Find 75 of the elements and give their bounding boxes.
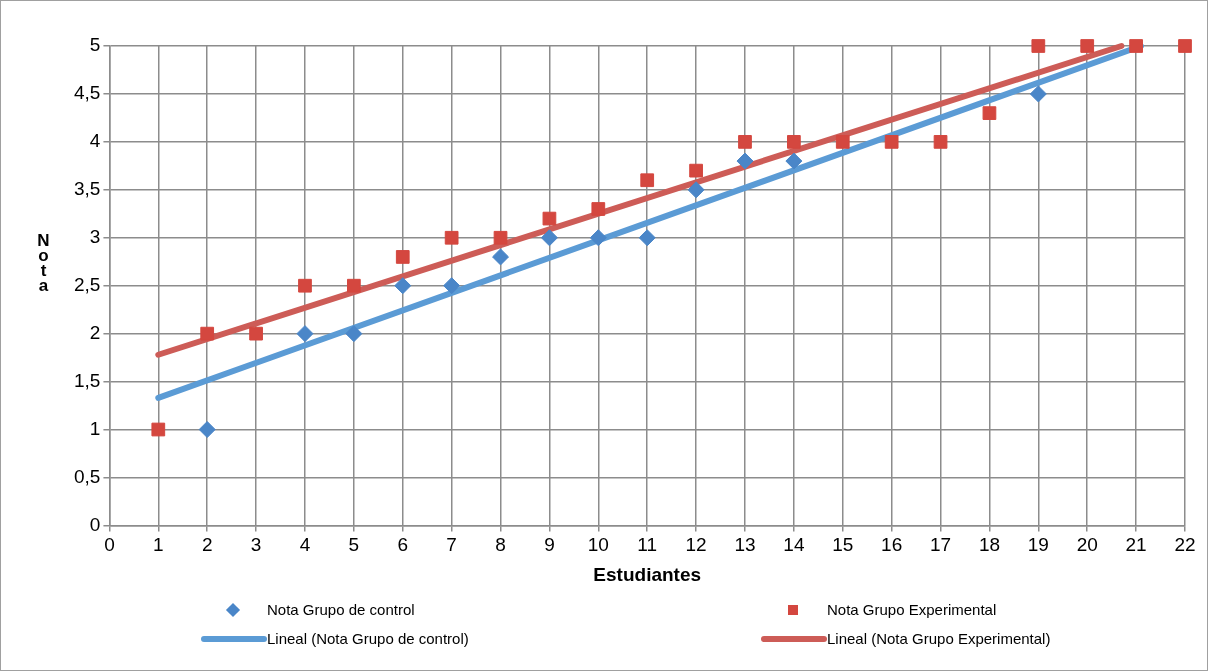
point <box>298 278 312 293</box>
x-tick-label: 15 <box>832 534 854 556</box>
x-tick-label: 0 <box>104 534 115 556</box>
legend-label: Nota Grupo Experimental <box>827 601 997 618</box>
y-axis-title: Nota <box>33 231 53 291</box>
point <box>835 135 850 149</box>
point <box>151 422 166 437</box>
point <box>540 229 558 247</box>
x-tick-label: 9 <box>544 534 555 556</box>
point <box>736 152 754 170</box>
x-axis-title: Estudiantes <box>593 563 702 585</box>
point <box>785 152 803 170</box>
point <box>542 211 557 226</box>
y-tick-label: 0,5 <box>73 465 101 487</box>
point <box>1080 39 1095 53</box>
point <box>444 230 459 245</box>
y-tick-label: 3,5 <box>73 178 101 200</box>
point <box>493 230 508 245</box>
point <box>198 421 216 439</box>
x-tick-label: 20 <box>1076 534 1098 556</box>
point <box>982 106 997 120</box>
point <box>1129 39 1143 53</box>
y-tick-label: 1,5 <box>73 369 101 391</box>
point <box>689 163 703 178</box>
point <box>249 326 263 341</box>
x-tick-label: 2 <box>201 534 213 556</box>
x-tick-label: 4 <box>299 534 311 556</box>
point <box>1031 39 1046 53</box>
x-tick-label: 3 <box>250 534 262 556</box>
y-tick-label: 4,5 <box>73 82 101 104</box>
x-tick-label: 5 <box>348 534 360 556</box>
point <box>296 325 314 343</box>
x-tick-label: 16 <box>881 534 903 556</box>
x-tick-label: 21 <box>1125 534 1147 556</box>
y-tick-label: 5 <box>89 34 101 56</box>
point <box>687 181 705 199</box>
x-tick-label: 13 <box>734 534 756 556</box>
point <box>395 250 410 264</box>
y-tick-label: 2 <box>89 321 101 343</box>
point <box>345 325 363 343</box>
point <box>589 229 607 247</box>
y-tick-label: 3 <box>89 225 101 247</box>
legend-label: Lineal (Nota Grupo Experimental) <box>827 630 1051 647</box>
point <box>591 202 606 216</box>
point <box>933 135 948 149</box>
point <box>1029 85 1047 103</box>
x-tick-label: 17 <box>929 534 952 556</box>
x-tick-label: 7 <box>446 534 457 556</box>
x-tick-label: 6 <box>397 534 409 556</box>
point <box>443 277 461 295</box>
point <box>640 173 655 188</box>
y-tick-label: 0 <box>89 513 101 535</box>
point <box>347 278 361 293</box>
point <box>638 229 656 247</box>
point <box>787 135 801 149</box>
x-tick-label: 10 <box>587 534 609 556</box>
point <box>738 135 752 149</box>
point <box>492 248 510 266</box>
x-tick-label: 18 <box>978 534 1001 556</box>
point <box>394 277 412 295</box>
x-tick-label: 1 <box>153 534 164 556</box>
y-tick-label: 1 <box>89 417 101 439</box>
point <box>1178 39 1192 53</box>
x-tick-label: 11 <box>637 534 658 556</box>
point <box>884 135 899 149</box>
x-tick-label: 8 <box>495 534 506 556</box>
x-tick-label: 22 <box>1174 534 1196 556</box>
y-tick-label: 2,5 <box>73 273 101 295</box>
legend-label: Lineal (Nota Grupo de control) <box>267 630 469 647</box>
point <box>200 326 215 341</box>
y-tick-label: 4 <box>89 130 101 152</box>
legend-label: Nota Grupo de control <box>267 601 415 618</box>
x-tick-label: 12 <box>685 534 707 556</box>
x-tick-label: 19 <box>1027 534 1049 556</box>
x-tick-label: 14 <box>783 534 805 556</box>
